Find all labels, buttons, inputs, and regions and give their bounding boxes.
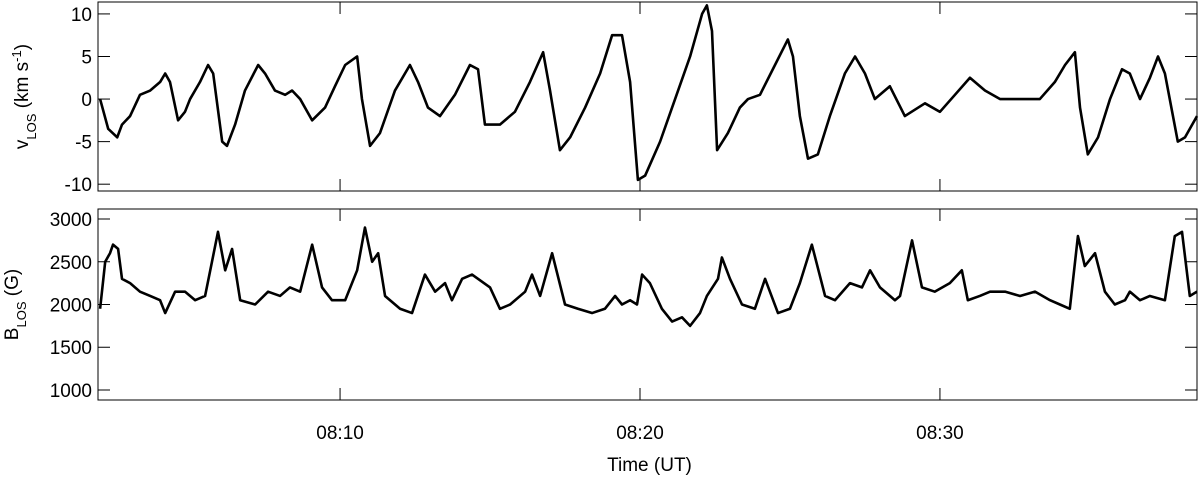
y-axis-label: BLOS (G) [2,269,29,340]
y-tick-label: 3000 [50,210,92,231]
y-tick-label: 2500 [50,253,92,274]
x-tick-label: 08:10 [316,423,364,444]
y-tick-label: 5 [81,47,92,68]
y-tick-label: -5 [75,133,92,154]
data-line [98,226,1198,328]
y-axis-label-part: (G) [2,269,23,302]
data-line [98,4,1199,182]
y-tick-label: 2000 [50,296,92,317]
y-tick-label: 1500 [50,338,92,359]
x-axis-label: Time (UT) [607,455,692,476]
y-axis-label-part: -1 [9,50,24,62]
y-tick-label: 1000 [50,381,92,402]
y-axis-label-part: LOS [24,113,39,139]
y-axis-label-part: ) [12,44,33,50]
plot-frame [97,208,1198,401]
y-axis-label-part: v [12,139,33,149]
y-tick-label: -10 [65,175,92,196]
y-tick-label: 10 [71,5,92,26]
x-tick-label: 08:20 [616,423,664,444]
y-axis-label-part: LOS [14,301,29,327]
y-axis-label-part: (km s [12,62,33,114]
x-tick-label: 08:30 [916,423,964,444]
y-axis-label-part: B [2,328,23,341]
y-axis-label: vLOS (km s-1) [9,44,39,149]
y-tick-label: 0 [81,90,92,111]
plot-frame [97,1,1198,192]
